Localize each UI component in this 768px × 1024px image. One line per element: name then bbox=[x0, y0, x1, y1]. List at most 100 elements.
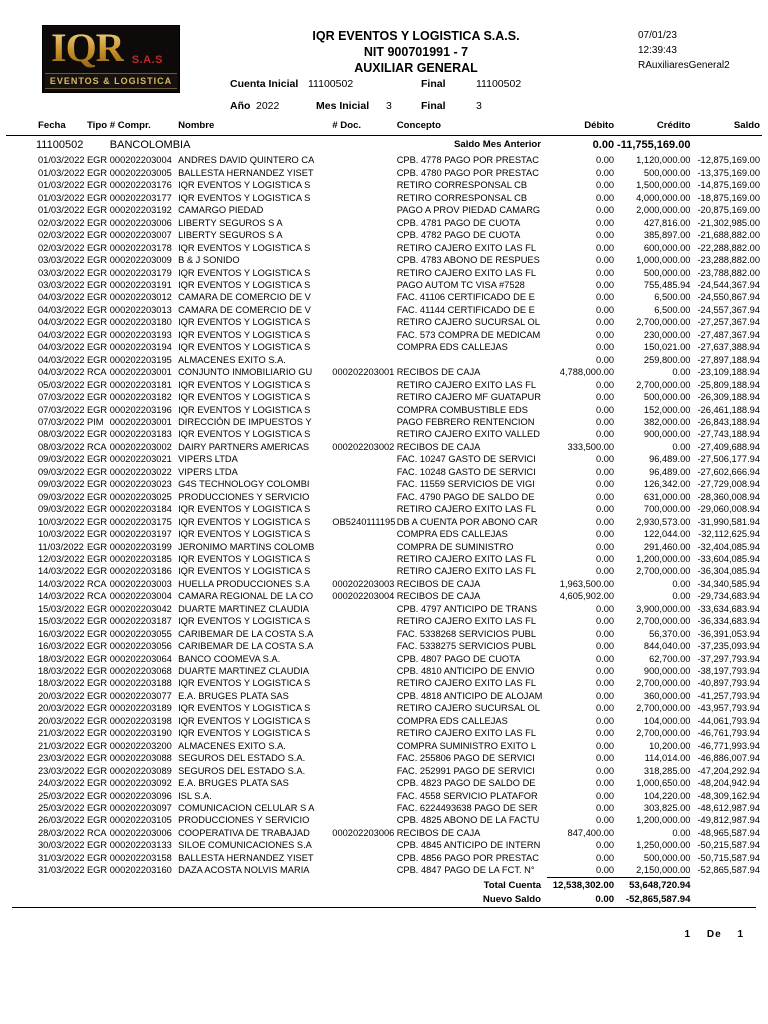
table-row[interactable]: 04/03/2022 EGR 000202203013 CAMARA DE COMER… bbox=[6, 304, 762, 316]
cell-fecha: 02/03/2022 bbox=[38, 230, 85, 241]
table-row[interactable]: 05/03/2022 EGR 000202203181 IQR EVENTOS Y L… bbox=[6, 379, 762, 391]
cell-compr: 000202203001 bbox=[109, 416, 172, 427]
table-row[interactable]: 01/03/2022 EGR 000202203177 IQR EVENTOS Y L… bbox=[6, 192, 762, 204]
table-row[interactable]: 18/03/2022 EGR 000202203188 IQR EVENTOS Y L… bbox=[6, 677, 762, 689]
table-row[interactable]: 21/03/2022 EGR 000202203200 ALMACENES EXITO… bbox=[6, 740, 762, 752]
cell-fecha: 03/03/2022 bbox=[38, 279, 85, 290]
table-row[interactable]: 12/03/2022 EGR 000202203185 IQR EVENTOS Y L… bbox=[6, 553, 762, 565]
table-row[interactable]: 21/03/2022 EGR 000202203190 IQR EVENTOS Y L… bbox=[6, 727, 762, 739]
table-row[interactable]: 25/03/2022 EGR 000202203096 ISL S.A. FAC. 45… bbox=[6, 790, 762, 802]
table-row[interactable]: 02/03/2022 EGR 000202203006 LIBERTY SEGUROS… bbox=[6, 217, 762, 229]
table-row[interactable]: 18/03/2022 EGR 000202203064 BANCO COOMEVA S… bbox=[6, 653, 762, 665]
cell-credito: 600,000.00 bbox=[643, 242, 691, 253]
table-row[interactable]: 20/03/2022 EGR 000202203189 IQR EVENTOS Y L… bbox=[6, 702, 762, 714]
table-row[interactable]: 01/03/2022 EGR 000202203005 BALLESTA HERNAN… bbox=[6, 167, 762, 179]
table-row[interactable]: 09/03/2022 EGR 000202203023 G4S TECHNOLOGY … bbox=[6, 478, 762, 490]
table-row[interactable]: 20/03/2022 EGR 000202203077 E.A. BRUGES PLA… bbox=[6, 690, 762, 702]
cell-credito: 2,700,000.00 bbox=[636, 379, 691, 390]
cell-doc bbox=[332, 640, 396, 652]
table-row[interactable]: 09/03/2022 EGR 000202203022 VIPERS LTDA FAC.… bbox=[6, 466, 762, 478]
cell-nombre: IQR EVENTOS Y LOGISTICA S bbox=[178, 504, 311, 515]
table-row[interactable]: 08/03/2022 EGR 000202203183 IQR EVENTOS Y L… bbox=[6, 428, 762, 440]
table-row[interactable]: 18/03/2022 EGR 000202203068 DUARTE MARTINEZ… bbox=[6, 665, 762, 677]
cell-nombre: IQR EVENTOS Y LOGISTICA S bbox=[178, 267, 311, 278]
table-row[interactable]: 26/03/2022 EGR 000202203105 PRODUCCIONES Y … bbox=[6, 814, 762, 826]
cell-credito: 427,816.00 bbox=[643, 217, 691, 228]
table-row[interactable]: 10/03/2022 EGR 000202203175 IQR EVENTOS Y L… bbox=[6, 516, 762, 528]
table-row[interactable]: 01/03/2022 EGR 000202203176 IQR EVENTOS Y L… bbox=[6, 179, 762, 191]
table-row[interactable]: 16/03/2022 EGR 000202203056 CARIBEMAR DE LA… bbox=[6, 640, 762, 652]
cell-debito: 0.00 bbox=[595, 690, 615, 701]
table-row[interactable]: 28/03/2022 RCA 000202203006 COOPERATIVA DE … bbox=[6, 827, 762, 839]
cell-nombre: B & J SONIDO bbox=[178, 255, 240, 266]
cell-doc bbox=[332, 802, 396, 814]
table-row[interactable]: 31/03/2022 EGR 000202203160 DAZA ACOSTA NOL… bbox=[6, 864, 762, 876]
cell-credito: 96,489.00 bbox=[649, 454, 691, 465]
table-row[interactable]: 20/03/2022 EGR 000202203198 IQR EVENTOS Y L… bbox=[6, 715, 762, 727]
table-row[interactable]: 30/03/2022 EGR 000202203133 SILOE COMUNICAC… bbox=[6, 839, 762, 851]
table-row[interactable]: 11/03/2022 EGR 000202203199 JERONIMO MARTIN… bbox=[6, 541, 762, 553]
cell-concepto: CPB. 4856 PAGO POR PRESTAC bbox=[396, 852, 539, 863]
cell-nombre: COOPERATIVA DE TRABAJAD bbox=[178, 827, 310, 838]
table-row[interactable]: 09/03/2022 EGR 000202203021 VIPERS LTDA FAC.… bbox=[6, 453, 762, 465]
table-row[interactable]: 23/03/2022 EGR 000202203089 SEGUROS DEL EST… bbox=[6, 765, 762, 777]
table-row[interactable]: 04/03/2022 EGR 000202203193 IQR EVENTOS Y L… bbox=[6, 329, 762, 341]
table-row[interactable]: 23/03/2022 EGR 000202203088 SEGUROS DEL EST… bbox=[6, 752, 762, 764]
table-row[interactable]: 02/03/2022 EGR 000202203178 IQR EVENTOS Y L… bbox=[6, 242, 762, 254]
cell-compr: 000202203064 bbox=[109, 653, 172, 664]
table-row[interactable]: 03/03/2022 EGR 000202203179 IQR EVENTOS Y L… bbox=[6, 267, 762, 279]
cell-credito: 150,021.00 bbox=[643, 342, 691, 353]
table-row[interactable]: 03/03/2022 EGR 000202203191 IQR EVENTOS Y L… bbox=[6, 279, 762, 291]
cell-doc bbox=[332, 229, 396, 241]
cell-nombre: G4S TECHNOLOGY COLOMBI bbox=[178, 479, 310, 490]
cell-fecha: 18/03/2022 bbox=[38, 666, 85, 677]
table-row[interactable]: 31/03/2022 EGR 000202203158 BALLESTA HERNAN… bbox=[6, 852, 762, 864]
cell-fecha: 04/03/2022 bbox=[38, 342, 85, 353]
table-row[interactable]: 16/03/2022 EGR 000202203055 CARIBEMAR DE LA… bbox=[6, 628, 762, 640]
table-row[interactable]: 04/03/2022 EGR 000202203012 CAMARA DE COMER… bbox=[6, 291, 762, 303]
table-row[interactable]: 07/03/2022 PIM 000202203001 DIRECCIÓN DE IM… bbox=[6, 416, 762, 428]
table-row[interactable]: 07/03/2022 EGR 000202203196 IQR EVENTOS Y L… bbox=[6, 404, 762, 416]
account-name: BANCOLOMBIA bbox=[109, 139, 191, 151]
table-row[interactable]: 02/03/2022 EGR 000202203007 LIBERTY SEGUROS… bbox=[6, 229, 762, 241]
table-row[interactable]: 04/03/2022 EGR 000202203180 IQR EVENTOS Y L… bbox=[6, 316, 762, 328]
table-row[interactable]: 01/03/2022 EGR 000202203192 CAMARGO PIEDAD P… bbox=[6, 204, 762, 216]
cell-nombre: IQR EVENTOS Y LOGISTICA S bbox=[178, 279, 311, 290]
cell-saldo: -37,235,093.94 bbox=[697, 641, 760, 652]
table-row[interactable]: 15/03/2022 EGR 000202203042 DUARTE MARTINEZ… bbox=[6, 603, 762, 615]
cell-nombre: IQR EVENTOS Y LOGISTICA S bbox=[178, 192, 311, 203]
table-row[interactable]: 03/03/2022 EGR 000202203009 B & J SONIDO CPB… bbox=[6, 254, 762, 266]
cell-doc bbox=[332, 715, 396, 727]
table-row[interactable]: 04/03/2022 EGR 000202203194 IQR EVENTOS Y L… bbox=[6, 341, 762, 353]
cell-tipo: EGR bbox=[86, 279, 108, 290]
table-row[interactable]: 25/03/2022 EGR 000202203097 COMUNICACION CE… bbox=[6, 802, 762, 814]
cell-credito: 2,700,000.00 bbox=[636, 728, 691, 739]
table-row[interactable]: 24/03/2022 EGR 000202203092 E.A. BRUGES PLA… bbox=[6, 777, 762, 789]
table-row[interactable]: 09/03/2022 EGR 000202203025 PRODUCCIONES Y … bbox=[6, 491, 762, 503]
table-row[interactable]: 14/03/2022 RCA 000202203003 HUELLA PRODUCCI… bbox=[6, 578, 762, 590]
cell-concepto: RETIRO CAJERO EXITO LAS FL bbox=[396, 504, 536, 515]
table-row[interactable]: 14/03/2022 RCA 000202203004 CAMARA REGIONAL… bbox=[6, 590, 762, 602]
cell-concepto: CPB. 4810 ANTICIPO DE ENVIO bbox=[396, 666, 535, 677]
cell-credito: 152,000.00 bbox=[643, 404, 691, 415]
cell-credito: 382,000.00 bbox=[643, 416, 691, 427]
cell-credito: 6,500.00 bbox=[654, 304, 691, 315]
table-row[interactable]: 14/03/2022 EGR 000202203186 IQR EVENTOS Y L… bbox=[6, 565, 762, 577]
table-row[interactable]: 15/03/2022 EGR 000202203187 IQR EVENTOS Y L… bbox=[6, 615, 762, 627]
cell-fecha: 02/03/2022 bbox=[38, 217, 85, 228]
table-row[interactable]: 09/03/2022 EGR 000202203184 IQR EVENTOS Y L… bbox=[6, 503, 762, 515]
report-date: 07/01/23 bbox=[638, 30, 677, 41]
table-row[interactable]: 04/03/2022 EGR 000202203195 ALMACENES EXITO… bbox=[6, 354, 762, 366]
table-row[interactable]: 04/03/2022 RCA 000202203001 CONJUNTO INMOBI… bbox=[6, 366, 762, 378]
cell-saldo: -50,715,587.94 bbox=[697, 852, 760, 863]
cell-doc bbox=[332, 765, 396, 777]
table-row[interactable]: 08/03/2022 RCA 000202203002 DAIRY PARTNERS … bbox=[6, 441, 762, 453]
report-code: RAuxiliaresGeneral2 bbox=[638, 60, 730, 71]
table-row[interactable]: 10/03/2022 EGR 000202203197 IQR EVENTOS Y L… bbox=[6, 528, 762, 540]
cell-tipo: EGR bbox=[86, 479, 108, 490]
cell-compr: 000202203186 bbox=[109, 566, 172, 577]
mes-inicial-value: 3 bbox=[386, 100, 392, 112]
column-header-saldo: Saldo bbox=[733, 120, 760, 131]
table-row[interactable]: 01/03/2022 EGR 000202203004 ANDRES DAVID QU… bbox=[6, 154, 762, 166]
table-row[interactable]: 07/03/2022 EGR 000202203182 IQR EVENTOS Y L… bbox=[6, 391, 762, 403]
